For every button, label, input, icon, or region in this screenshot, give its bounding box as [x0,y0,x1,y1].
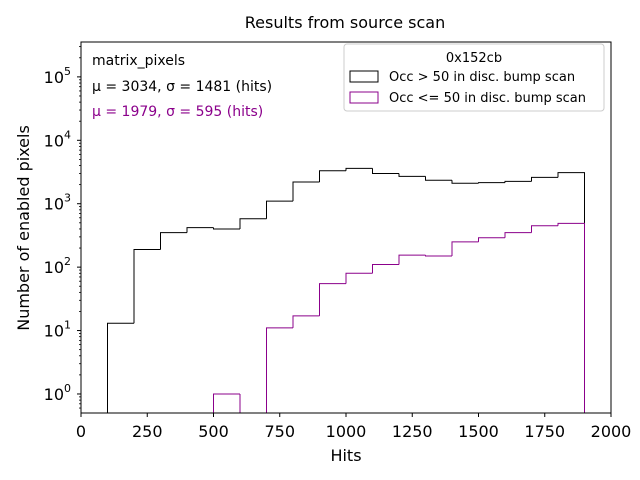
series-1-bin-5 [213,393,240,413]
series-1-bin-9 [319,283,346,316]
series-1-bin-13 [425,255,452,257]
series-0-bin-15 [478,182,505,184]
annotation-name: matrix_pixels [92,53,185,69]
y-tick-label-4: 104 [44,128,71,150]
y-tick-label-5: 105 [44,65,71,87]
series-1-bin-16 [504,232,532,238]
x-axis-ticks: 0 250 500 750 1000 1250 1500 1750 2000 [76,413,631,441]
legend: 0x152cb Occ > 50 in disc. bump scan Occ … [343,43,605,112]
series-1-bin-11 [372,264,399,274]
plot-area: 0 250 500 750 1000 1250 1500 1750 2000 100 101 102… [44,41,631,441]
series-1-bin-12 [398,254,426,265]
x-axis-label: Hits [330,446,361,465]
series-0-bin-12 [398,173,426,177]
series-1-bin-18 [557,222,585,413]
series-0-bin-3 [160,232,187,250]
y-tick-label-3: 103 [44,192,71,214]
x-tick-label-4: 1000 [326,422,367,441]
series-0-bin-9 [319,170,346,182]
series-1-bin-7 [266,327,293,413]
legend-title: 0x152cb [446,51,502,66]
x-tick-label-3: 750 [264,422,295,441]
x-tick-label-8: 2000 [591,422,632,441]
series-0-bin-4 [186,227,214,233]
series-1-bin-14 [451,241,479,256]
x-tick-label-0: 0 [76,422,86,441]
series-0-bin-16 [504,180,532,183]
y-tick-label-2: 102 [44,255,71,277]
x-tick-label-1: 250 [132,422,163,441]
x-tick-label-6: 1500 [458,422,499,441]
series-1-bin-10 [345,272,373,284]
series-0-bin-13 [425,176,452,181]
annotation-black-stats: μ = 3034, σ = 1481 (hits) [92,79,272,95]
y-tick-label-1: 101 [44,319,71,341]
series-0-bin-10 [345,167,373,171]
legend-label-purple: Occ <= 50 in disc. bump scan [389,91,586,106]
legend-label-black: Occ > 50 in disc. bump scan [389,70,575,85]
x-tick-label-5: 1250 [392,422,433,441]
series-0-bin-17 [531,176,558,182]
legend-swatch-purple [349,91,379,104]
series-0-bin-14 [451,180,479,184]
x-tick-label-2: 500 [198,422,229,441]
y-axis-label: Number of enabled pixels [14,125,33,331]
legend-swatch-black [349,70,379,83]
series-0-bin-8 [292,181,320,202]
series-0 [107,167,585,413]
y-tick-label-0: 100 [44,382,71,404]
series-0-bin-6 [239,218,267,229]
series-1-bin-17 [531,225,558,233]
annotation-purple-stats: μ = 1979, σ = 595 (hits) [92,104,263,120]
x-tick-label-7: 1750 [524,422,565,441]
series-1-bin-8 [292,315,320,328]
series-0-bin-1 [107,322,134,413]
series-1-bin-15 [478,237,505,242]
chart-title: Results from source scan [245,13,445,32]
series-0-bin-11 [372,168,399,174]
y-axis-ticks: 100 101 102 103 104 105 [44,46,81,409]
legend-box [343,43,605,112]
series-0-bin-2 [133,249,161,324]
series-0-bin-5 [213,227,240,230]
series-0-bin-7 [266,200,293,219]
